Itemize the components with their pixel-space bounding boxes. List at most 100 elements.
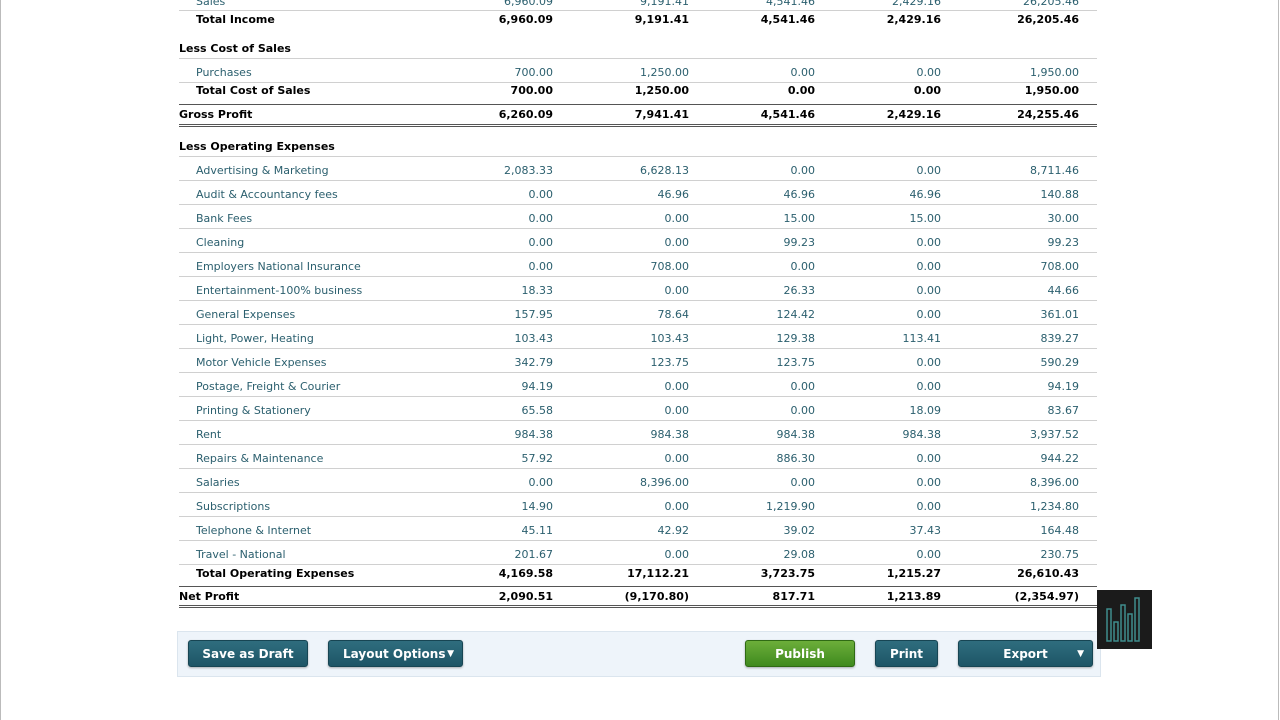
amount-cell[interactable]: 0.00 — [790, 164, 816, 177]
amount-cell[interactable]: 0.00 — [528, 476, 554, 489]
row-label[interactable]: General Expenses — [196, 308, 296, 321]
amount-cell[interactable]: 708.00 — [650, 260, 690, 273]
export-button[interactable]: Export ▼ — [958, 640, 1093, 667]
amount-cell[interactable]: 0.00 — [916, 452, 942, 465]
amount-cell[interactable]: 103.43 — [514, 332, 554, 345]
row-label[interactable]: Telephone & Internet — [196, 524, 312, 537]
amount-cell[interactable]: 6,628.13 — [640, 164, 689, 177]
amount-cell[interactable]: 123.75 — [776, 356, 816, 369]
amount-cell[interactable]: 0.00 — [664, 284, 690, 297]
row-label[interactable]: Motor Vehicle Expenses — [196, 356, 327, 369]
amount-cell[interactable]: 57.92 — [521, 452, 554, 465]
row-label[interactable]: Audit & Accountancy fees — [196, 188, 338, 201]
amount-cell[interactable]: 3,937.52 — [1030, 428, 1079, 441]
amount-cell[interactable]: 164.48 — [1040, 524, 1080, 537]
amount-cell[interactable]: 1,950.00 — [1030, 66, 1079, 79]
amount-cell[interactable]: 15.00 — [783, 212, 816, 225]
amount-cell[interactable]: 45.11 — [521, 524, 554, 537]
amount-cell[interactable]: 590.29 — [1040, 356, 1080, 369]
amount-cell[interactable]: 0.00 — [664, 212, 690, 225]
amount-cell[interactable]: 124.42 — [776, 308, 816, 321]
amount-cell[interactable]: 30.00 — [1047, 212, 1080, 225]
amount-cell[interactable]: 157.95 — [514, 308, 554, 321]
amount-cell[interactable]: 0.00 — [916, 284, 942, 297]
amount-cell[interactable]: 83.67 — [1047, 404, 1080, 417]
amount-cell[interactable]: 99.23 — [1047, 236, 1080, 249]
amount-cell[interactable]: 984.38 — [902, 428, 942, 441]
amount-cell[interactable]: 1,234.80 — [1030, 500, 1079, 513]
amount-cell[interactable]: 0.00 — [664, 380, 690, 393]
amount-cell[interactable]: 700.00 — [514, 66, 554, 79]
amount-cell[interactable]: 0.00 — [916, 380, 942, 393]
amount-cell[interactable]: 113.41 — [902, 332, 942, 345]
amount-cell[interactable]: 984.38 — [776, 428, 816, 441]
row-label[interactable]: Employers National Insurance — [196, 260, 361, 273]
row-label[interactable]: Cleaning — [196, 236, 245, 249]
amount-cell[interactable]: 99.23 — [783, 236, 816, 249]
row-label[interactable]: Repairs & Maintenance — [196, 452, 324, 465]
amount-cell[interactable]: 0.00 — [790, 380, 816, 393]
save-as-draft-button[interactable]: Save as Draft — [188, 640, 308, 667]
row-label[interactable]: Entertainment-100% business — [196, 284, 363, 297]
amount-cell[interactable]: 2,429.16 — [892, 0, 941, 8]
amount-cell[interactable]: 0.00 — [916, 66, 942, 79]
amount-cell[interactable]: 0.00 — [916, 236, 942, 249]
row-label[interactable]: Salaries — [196, 476, 240, 489]
amount-cell[interactable]: 29.08 — [783, 548, 816, 561]
amount-cell[interactable]: 103.43 — [650, 332, 690, 345]
row-label[interactable]: Sales — [196, 0, 226, 8]
amount-cell[interactable]: 0.00 — [664, 500, 690, 513]
amount-cell[interactable]: 94.19 — [521, 380, 554, 393]
amount-cell[interactable]: 15.00 — [909, 212, 942, 225]
amount-cell[interactable]: 0.00 — [916, 308, 942, 321]
amount-cell[interactable]: 0.00 — [790, 476, 816, 489]
amount-cell[interactable]: 6,960.09 — [504, 0, 553, 8]
layout-options-button[interactable]: Layout Options ▼ — [328, 640, 463, 667]
amount-cell[interactable]: 0.00 — [664, 548, 690, 561]
amount-cell[interactable]: 0.00 — [528, 236, 554, 249]
amount-cell[interactable]: 0.00 — [916, 548, 942, 561]
amount-cell[interactable]: 944.22 — [1040, 452, 1080, 465]
row-label[interactable]: Postage, Freight & Courier — [196, 380, 341, 393]
amount-cell[interactable]: 1,219.90 — [766, 500, 815, 513]
row-label[interactable]: Light, Power, Heating — [196, 332, 314, 345]
amount-cell[interactable]: 8,396.00 — [640, 476, 689, 489]
amount-cell[interactable]: 0.00 — [664, 452, 690, 465]
row-label[interactable]: Rent — [196, 428, 222, 441]
amount-cell[interactable]: 984.38 — [514, 428, 554, 441]
amount-cell[interactable]: 708.00 — [1040, 260, 1080, 273]
amount-cell[interactable]: 342.79 — [514, 356, 554, 369]
amount-cell[interactable]: 0.00 — [916, 476, 942, 489]
amount-cell[interactable]: 9,191.41 — [640, 0, 689, 8]
amount-cell[interactable]: 0.00 — [528, 212, 554, 225]
amount-cell[interactable]: 0.00 — [916, 500, 942, 513]
amount-cell[interactable]: 0.00 — [790, 404, 816, 417]
row-label[interactable]: Purchases — [196, 66, 252, 79]
amount-cell[interactable]: 18.09 — [909, 404, 942, 417]
amount-cell[interactable]: 0.00 — [790, 66, 816, 79]
amount-cell[interactable]: 0.00 — [916, 164, 942, 177]
amount-cell[interactable]: 201.67 — [514, 548, 554, 561]
amount-cell[interactable]: 0.00 — [664, 236, 690, 249]
amount-cell[interactable]: 94.19 — [1047, 380, 1080, 393]
amount-cell[interactable]: 2,083.33 — [504, 164, 553, 177]
amount-cell[interactable]: 39.02 — [783, 524, 816, 537]
amount-cell[interactable]: 361.01 — [1040, 308, 1080, 321]
amount-cell[interactable]: 65.58 — [521, 404, 554, 417]
amount-cell[interactable]: 1,250.00 — [640, 66, 689, 79]
amount-cell[interactable]: 230.75 — [1040, 548, 1080, 561]
row-label[interactable]: Subscriptions — [196, 500, 271, 513]
amount-cell[interactable]: 0.00 — [528, 188, 554, 201]
amount-cell[interactable]: 984.38 — [650, 428, 690, 441]
row-label[interactable]: Printing & Stationery — [196, 404, 311, 417]
amount-cell[interactable]: 123.75 — [650, 356, 690, 369]
amount-cell[interactable]: 4,541.46 — [766, 0, 815, 8]
amount-cell[interactable]: 42.92 — [657, 524, 690, 537]
amount-cell[interactable]: 0.00 — [916, 356, 942, 369]
amount-cell[interactable]: 129.38 — [776, 332, 816, 345]
row-label[interactable]: Advertising & Marketing — [196, 164, 329, 177]
row-label[interactable]: Travel - National — [196, 548, 286, 561]
publish-button[interactable]: Publish — [745, 640, 855, 667]
amount-cell[interactable]: 46.96 — [909, 188, 942, 201]
amount-cell[interactable]: 18.33 — [521, 284, 554, 297]
